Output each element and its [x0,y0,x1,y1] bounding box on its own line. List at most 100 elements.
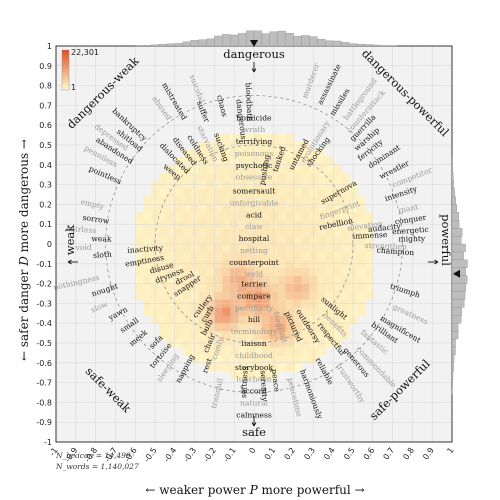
colorbar-segment [62,62,69,65]
top-histogram-bar [158,44,168,47]
heatmap-cell [143,251,152,261]
heatmap-cell [364,236,374,245]
heatmap-cell [246,315,255,324]
heatmap-cell [301,283,310,292]
heatmap-cell [182,244,191,253]
direction-arrowhead [251,68,257,73]
heatmap-cell [285,164,294,174]
heatmap-cell [277,156,286,166]
heatmap-cell [206,196,215,205]
heatmap-cell [317,148,326,158]
heatmap-cell [261,188,271,197]
heatmap-cell [174,323,184,332]
center-word-label: obsessive [236,173,273,182]
center-word-label: wrath [243,125,266,134]
heatmap-cell [333,212,342,221]
center-word-label: poisonous [235,149,274,158]
heatmap-cell [333,291,342,300]
heatmap-cell [198,251,207,261]
colorbar-segment [62,70,69,73]
right-histogram-bar [451,370,454,379]
heatmap-cell [333,164,342,174]
heatmap-cell [198,228,207,237]
top-histogram-bar [261,33,270,47]
heatmap-cell [317,244,326,253]
heatmap-cell [325,228,334,237]
heatmap-cell [293,323,302,332]
colorbar-segment [62,72,69,75]
heatmap-cell [246,236,255,245]
top-histogram-bar [309,36,318,47]
heatmap-cell [135,244,144,253]
top-histogram-bar [222,34,231,47]
heatmap-cell [166,172,176,181]
heatmap-cell [285,283,294,292]
heatmap-cell [341,291,350,300]
y-tick-label: 0.2 [39,200,52,209]
heatmap-cell [158,323,168,332]
heatmap-cell [333,244,342,253]
heatmap-cell [254,196,263,205]
heatmap-cell [174,283,184,292]
heatmap-cell [301,188,310,197]
heatmap-cell [285,196,294,205]
colorbar-segment [62,88,69,91]
heatmap-cell [333,172,342,181]
heatmap-cell [182,172,191,181]
heatmap-cell [254,251,263,261]
heatmap-cell [238,267,247,276]
x-tick-label: 0 [247,446,257,455]
heatmap-cell [277,148,286,158]
mean-marker-right [453,269,460,278]
heatmap-cell [301,204,310,213]
heatmap-cell [341,307,350,316]
top-histogram-bar [285,33,294,47]
heatmap-cell [356,196,366,205]
heatmap-cell [317,307,326,316]
heatmap-cell [246,133,255,142]
heatmap-cell [214,244,223,253]
heatmap-cell [174,212,184,221]
heatmap-cell [285,228,294,237]
heatmap-cell [246,251,255,261]
heatmap-cell [364,291,374,300]
heatmap-cell [301,307,310,316]
y-tick-label: 0.7 [39,101,52,110]
heatmap-cell [214,204,223,213]
heatmap-cell [158,196,168,205]
heatmap-cell [166,244,176,253]
heatmap-cell [285,346,294,356]
ray-word-label: conquer [394,213,427,226]
heatmap-cell [174,331,184,340]
direction-arrowhead [251,422,257,427]
heatmap-cell [317,291,326,300]
right-histogram-bar [451,338,456,348]
heatmap-cell [261,307,271,316]
heatmap-cell [293,204,302,213]
heatmap-cell [325,331,334,340]
heatmap-cell [277,331,286,340]
ray-word-label: energetic [392,225,429,237]
heatmap-cell [214,172,223,181]
heatmap-cell [158,307,168,316]
heatmap-cell [277,236,286,245]
heatmap-cell [364,267,374,276]
heatmap-cell [182,148,191,158]
heatmap-cell [214,267,223,276]
heatmap-cell [261,196,271,205]
right-histogram-bar [451,188,455,197]
ray-word-label: giant [398,202,419,215]
heatmap-cell [285,331,294,340]
heatmap-cell [222,196,231,205]
heatmap-cell [261,228,271,237]
heatmap-cell [293,188,302,197]
direction-label-top: dangerous [223,47,285,61]
heatmap-cell [261,291,271,300]
heatmap-cell [261,354,271,364]
center-word-label: terminology [231,327,278,336]
center-word-label: storybook [235,363,273,372]
heatmap-cell [143,291,152,300]
heatmap-cell [261,362,271,372]
x-tick-label: 0.9 [421,446,436,462]
heatmap-cell [254,188,263,197]
